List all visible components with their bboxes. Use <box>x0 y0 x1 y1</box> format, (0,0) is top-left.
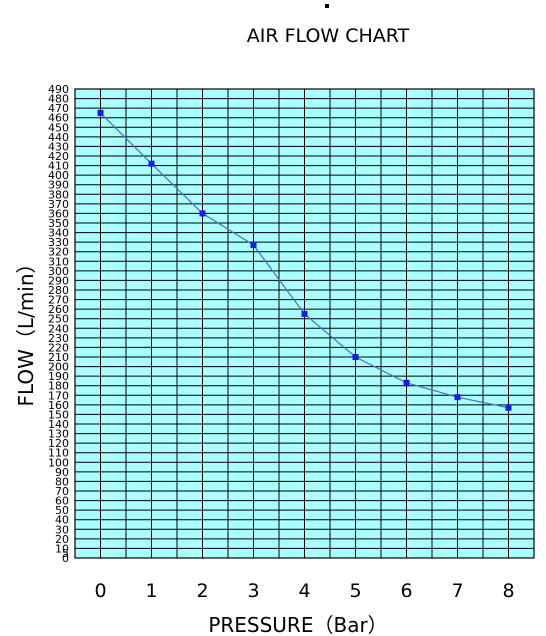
y-tick-label: 320 <box>48 246 69 259</box>
y-tick-label: 30 <box>55 523 69 536</box>
y-tick-label: 340 <box>48 227 69 240</box>
y-tick-label: 210 <box>48 351 69 364</box>
y-tick-label: 240 <box>48 322 69 335</box>
series-markers <box>97 109 512 411</box>
y-tick-label: 470 <box>48 102 69 115</box>
x-axis-label: PRESSURE（Bar） <box>208 613 387 636</box>
y-tick-label: 330 <box>48 236 69 249</box>
y-tick-label: 460 <box>48 112 69 125</box>
y-tick-label: 190 <box>48 370 69 383</box>
y-tick-label: 180 <box>48 380 69 393</box>
y-tick-label: 150 <box>48 408 69 421</box>
y-tick-label: 70 <box>55 485 69 498</box>
x-tick-label: 4 <box>298 580 310 602</box>
y-tick-label: 0 <box>62 552 69 565</box>
y-tick-label: 300 <box>48 265 69 278</box>
y-tick-label: 220 <box>48 341 69 354</box>
data-point-marker <box>148 160 155 167</box>
y-tick-label: 450 <box>48 121 69 134</box>
y-tick-label: 230 <box>48 332 69 345</box>
y-tick-label: 140 <box>48 418 69 431</box>
data-point-marker <box>454 394 461 401</box>
y-tick-label: 350 <box>48 217 69 230</box>
y-tick-labels: 0510203040506070809010011012013014015016… <box>48 83 69 565</box>
data-point-marker <box>301 310 308 317</box>
y-tick-label: 370 <box>48 198 69 211</box>
data-point-marker <box>199 210 206 217</box>
y-tick-label: 440 <box>48 131 69 144</box>
y-tick-label: 290 <box>48 274 69 287</box>
y-tick-label: 360 <box>48 207 69 220</box>
x-tick-label: 5 <box>349 580 361 602</box>
y-tick-label: 390 <box>48 179 69 192</box>
y-tick-label: 90 <box>55 466 69 479</box>
y-tick-label: 50 <box>55 504 69 517</box>
y-tick-label: 110 <box>48 447 69 460</box>
y-tick-label: 20 <box>55 533 69 546</box>
x-tick-label: 1 <box>145 580 157 602</box>
y-tick-label: 380 <box>48 188 69 201</box>
data-point-marker <box>250 242 257 249</box>
y-tick-label: 120 <box>48 437 69 450</box>
y-tick-label: 130 <box>48 428 69 441</box>
x-tick-label: 2 <box>196 580 208 602</box>
y-tick-label: 5 <box>62 547 69 560</box>
data-point-marker <box>403 379 410 386</box>
y-tick-label: 200 <box>48 361 69 374</box>
x-tick-label: 8 <box>502 580 514 602</box>
y-tick-label: 250 <box>48 313 69 326</box>
y-tick-label: 480 <box>48 93 69 106</box>
x-tick-label: 7 <box>451 580 463 602</box>
chart-title: AIR FLOW CHART <box>247 25 410 47</box>
y-axis-label: FLOW（L/min） <box>14 253 38 406</box>
y-tick-label: 490 <box>48 83 69 96</box>
data-point-marker <box>505 404 512 411</box>
y-tick-label: 60 <box>55 495 69 508</box>
y-tick-label: 160 <box>48 399 69 412</box>
y-tick-label: 100 <box>48 456 69 469</box>
y-tick-label: 80 <box>55 475 69 488</box>
y-tick-label: 410 <box>48 160 69 173</box>
y-tick-label: 10 <box>55 542 69 555</box>
top-marker-dot <box>325 4 329 8</box>
y-tick-label: 400 <box>48 169 69 182</box>
grid-lines <box>74 88 535 559</box>
x-tick-label: 3 <box>247 580 259 602</box>
y-tick-label: 170 <box>48 389 69 402</box>
y-tick-label: 420 <box>48 150 69 163</box>
y-tick-label: 310 <box>48 255 69 268</box>
y-tick-label: 270 <box>48 294 69 307</box>
x-tick-label: 0 <box>94 580 106 602</box>
x-tick-labels: 0 1 2 3 4 5 6 7 8 <box>94 580 514 602</box>
y-tick-label: 280 <box>48 284 69 297</box>
y-tick-label: 260 <box>48 303 69 316</box>
data-point-marker <box>352 354 359 360</box>
y-tick-label: 430 <box>48 140 69 153</box>
y-tick-label: 40 <box>55 514 69 527</box>
plot-border <box>74 88 535 559</box>
x-tick-label: 6 <box>400 580 412 602</box>
data-point-marker <box>97 109 104 116</box>
